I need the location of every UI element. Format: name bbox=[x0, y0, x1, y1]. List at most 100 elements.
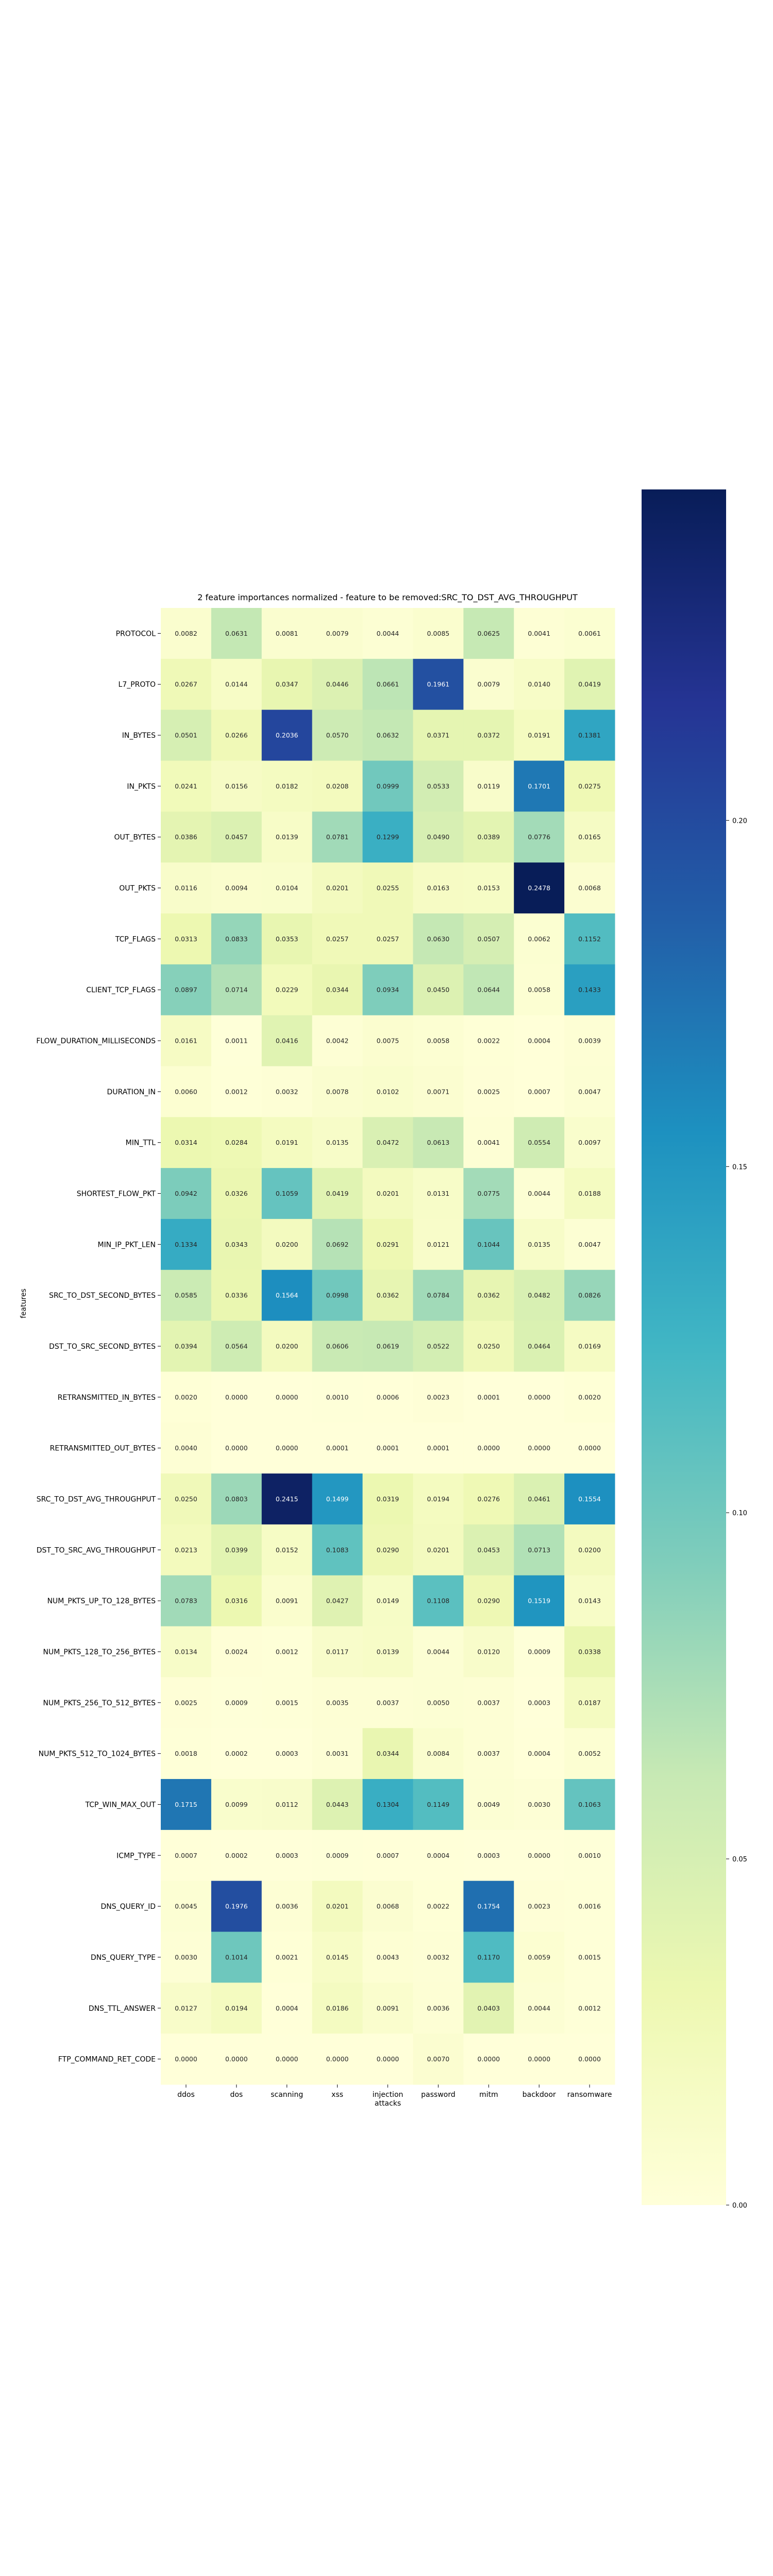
cell-value-label: 0.1152 bbox=[578, 935, 601, 943]
cell-value-label: 0.0010 bbox=[578, 1852, 601, 1859]
cell-value-label: 0.0362 bbox=[477, 1292, 500, 1299]
heatmap-cell bbox=[161, 1117, 212, 1168]
row-label: SRC_TO_DST_SECOND_BYTES bbox=[49, 1292, 156, 1300]
heatmap-cell bbox=[312, 1218, 363, 1270]
cell-value-label: 0.0003 bbox=[276, 1750, 298, 1757]
cell-value-label: 0.0803 bbox=[225, 1495, 248, 1503]
heatmap-cell bbox=[211, 1626, 262, 1677]
cell-value-label: 0.0121 bbox=[427, 1241, 450, 1248]
cell-value-label: 0.0050 bbox=[427, 1699, 450, 1706]
cell-value-label: 0.1754 bbox=[477, 1903, 500, 1910]
cell-value-label: 0.0186 bbox=[326, 2004, 349, 2012]
cell-value-label: 0.0152 bbox=[276, 1546, 298, 1554]
heatmap-cell bbox=[362, 1524, 413, 1576]
heatmap-cell bbox=[413, 1117, 464, 1168]
cell-value-label: 0.0201 bbox=[377, 1190, 399, 1197]
cell-value-label: 0.0290 bbox=[377, 1546, 399, 1554]
heatmap-cell bbox=[261, 1931, 313, 1983]
cell-value-label: 0.0020 bbox=[578, 1393, 601, 1401]
heatmap-cell bbox=[161, 1931, 212, 1983]
row-label: FTP_COMMAND_RET_CODE bbox=[58, 2056, 156, 2064]
cell-value-label: 0.0003 bbox=[528, 1699, 550, 1706]
column-label: xss bbox=[331, 2091, 343, 2099]
cell-value-label: 0.0153 bbox=[477, 884, 500, 892]
cell-value-label: 0.0191 bbox=[276, 1139, 298, 1146]
cell-value-label: 0.0001 bbox=[427, 1444, 450, 1452]
cell-value-label: 0.0009 bbox=[528, 1648, 550, 1655]
cell-value-label: 0.0000 bbox=[225, 2055, 248, 2063]
cell-value-label: 0.0776 bbox=[528, 833, 550, 841]
cell-value-label: 0.0037 bbox=[477, 1750, 500, 1757]
heatmap-cell bbox=[514, 760, 565, 812]
heatmap-cell bbox=[362, 1677, 413, 1728]
heatmap-cell bbox=[463, 1269, 514, 1321]
heatmap-cell bbox=[362, 811, 413, 863]
cell-value-label: 0.0000 bbox=[225, 1444, 248, 1452]
cell-value-label: 0.0075 bbox=[377, 1037, 399, 1045]
cell-value-label: 0.0316 bbox=[225, 1597, 248, 1605]
heatmap-cell bbox=[564, 1677, 615, 1728]
cell-value-label: 0.0457 bbox=[225, 833, 248, 841]
row-label: IN_PKTS bbox=[127, 783, 156, 791]
cell-value-label: 0.1499 bbox=[326, 1495, 349, 1503]
row-label: NUM_PKTS_512_TO_1024_BYTES bbox=[39, 1750, 156, 1758]
heatmap-cell bbox=[463, 1931, 514, 1983]
column-label: attacks bbox=[375, 2099, 401, 2108]
cell-value-label: 0.0336 bbox=[225, 1292, 248, 1299]
cell-value-label: 0.0084 bbox=[427, 1750, 450, 1757]
cell-value-label: 0.0004 bbox=[427, 1852, 450, 1859]
heatmap-cell bbox=[312, 1982, 363, 2034]
cell-value-label: 0.0004 bbox=[276, 2004, 298, 2012]
heatmap-cell bbox=[211, 1728, 262, 1780]
cell-value-label: 0.0619 bbox=[377, 1343, 399, 1350]
heatmap-cell bbox=[161, 1524, 212, 1576]
heatmap-cell bbox=[161, 1371, 212, 1423]
heatmap-cell bbox=[463, 2033, 514, 2085]
cell-value-label: 0.1170 bbox=[477, 1953, 500, 1961]
cell-value-label: 0.0775 bbox=[477, 1190, 500, 1197]
heatmap-cell bbox=[413, 1728, 464, 1780]
heatmap-cell bbox=[211, 1117, 262, 1168]
cell-value-label: 0.0079 bbox=[326, 630, 349, 637]
heatmap-cell bbox=[362, 658, 413, 710]
heatmap-cell bbox=[362, 1575, 413, 1627]
cell-value-label: 0.0000 bbox=[477, 2055, 500, 2063]
heatmap-cell bbox=[362, 964, 413, 1016]
colorbar-tick-label: 0.05 bbox=[732, 1856, 747, 1863]
cell-value-label: 0.0131 bbox=[427, 1190, 450, 1197]
cell-value-label: 0.0061 bbox=[578, 630, 601, 637]
cell-value-label: 0.0000 bbox=[578, 2055, 601, 2063]
cell-value-label: 0.2478 bbox=[528, 884, 550, 892]
heatmap-cell bbox=[261, 1168, 313, 1219]
row-label: SHORTEST_FLOW_PKT bbox=[77, 1190, 156, 1198]
cell-value-label: 0.0117 bbox=[326, 1648, 349, 1655]
cell-value-label: 0.0570 bbox=[326, 732, 349, 739]
cell-value-label: 0.0085 bbox=[427, 630, 450, 637]
heatmap-cell bbox=[211, 1473, 262, 1525]
heatmap-cell bbox=[463, 1524, 514, 1576]
heatmap-cell bbox=[514, 1371, 565, 1423]
cell-value-label: 0.0585 bbox=[175, 1292, 197, 1299]
heatmap-cell bbox=[211, 1677, 262, 1728]
heatmap-cell bbox=[261, 913, 313, 965]
cell-value-label: 0.0020 bbox=[175, 1393, 197, 1401]
cell-value-label: 0.0007 bbox=[377, 1852, 399, 1859]
heatmap-cell bbox=[211, 1218, 262, 1270]
cell-value-label: 0.1433 bbox=[578, 986, 601, 994]
heatmap-cell bbox=[413, 760, 464, 812]
cell-value-label: 0.0781 bbox=[326, 833, 349, 841]
cell-value-label: 0.0000 bbox=[528, 1852, 550, 1859]
cell-value-label: 0.0313 bbox=[175, 935, 197, 943]
heatmap-cell bbox=[463, 1015, 514, 1066]
heatmap-cell bbox=[161, 608, 212, 659]
row-label: DURATION_IN bbox=[107, 1088, 156, 1096]
heatmap-cell bbox=[413, 2033, 464, 2085]
heatmap-cell bbox=[362, 1473, 413, 1525]
cell-value-label: 0.0257 bbox=[326, 935, 349, 943]
heatmap-cell bbox=[161, 1269, 212, 1321]
heatmap-cell bbox=[161, 2033, 212, 2085]
cell-value-label: 0.1304 bbox=[377, 1801, 399, 1808]
heatmap-cell bbox=[514, 1524, 565, 1576]
heatmap-cell bbox=[514, 1626, 565, 1677]
cell-value-label: 0.0326 bbox=[225, 1190, 248, 1197]
